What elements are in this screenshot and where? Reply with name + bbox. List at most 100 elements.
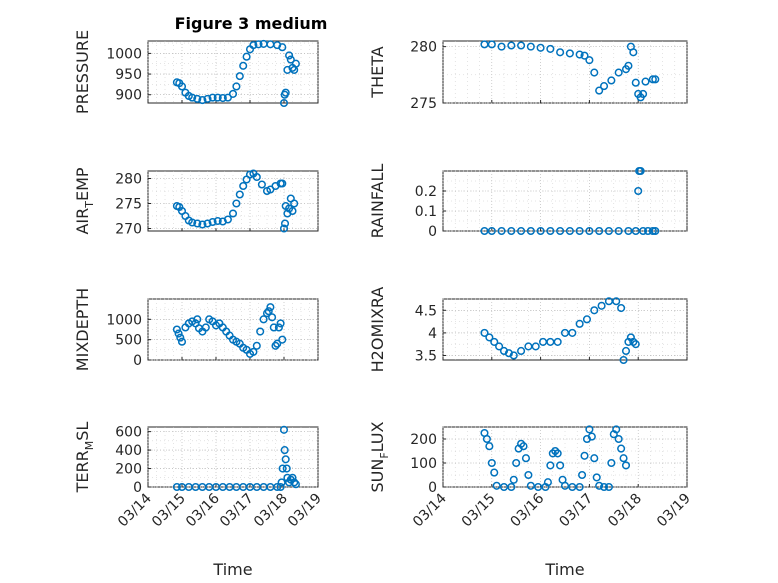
data-point [599, 482, 609, 492]
data-point [490, 337, 499, 346]
data-point [575, 50, 584, 59]
y-axis-label: H2OMIXRA [368, 287, 387, 373]
data-point [288, 206, 297, 216]
panel-5: 0 500 1000 MIXDEPTH [73, 288, 319, 371]
data-point [651, 226, 660, 236]
y-tick-label: 400 [115, 443, 142, 459]
data-point [198, 96, 207, 105]
data-point [580, 51, 589, 60]
data-point [599, 82, 609, 91]
data-point [288, 473, 297, 482]
data-point [262, 309, 272, 318]
data-point [619, 355, 628, 365]
x-tick-label: 03/15 [149, 491, 189, 531]
y-tick-label: 0 [133, 480, 142, 496]
data-point [512, 458, 521, 468]
data-point [228, 209, 238, 218]
data-point [587, 432, 596, 441]
data-point [517, 226, 526, 236]
x-tick-label: 03/16 [183, 490, 223, 530]
x-tick-label: 03/19 [285, 491, 325, 531]
data-point [252, 341, 261, 350]
data-point [507, 482, 516, 492]
data-point [201, 323, 210, 332]
panel-4: 0 0.1 0.2 RAINFALL [368, 164, 688, 240]
y-axis-label: THETA [368, 46, 387, 98]
data-point [597, 301, 606, 310]
data-point [524, 470, 533, 480]
data-point [264, 307, 273, 316]
data-point [614, 68, 623, 77]
data-point [279, 224, 289, 233]
y-tick-label: 200 [115, 462, 142, 478]
y-tick-label: 900 [115, 88, 142, 104]
data-point [639, 226, 648, 236]
x-tick-label: 03/18 [605, 491, 645, 531]
x-axis-label: Time [544, 560, 584, 579]
data-point [548, 449, 557, 458]
panel-1: 900 950 1000 PRESSURE [73, 30, 319, 114]
y-tick-label: 100 [410, 456, 437, 472]
data-point [213, 93, 222, 102]
data-point [614, 226, 623, 236]
figure-title: Figure 3 medium [175, 14, 328, 33]
data-point [254, 40, 263, 49]
data-point [517, 41, 526, 50]
data-point [509, 351, 518, 360]
data-point [291, 59, 300, 68]
data-point [177, 337, 187, 346]
data-point [590, 68, 599, 77]
data-point [612, 297, 621, 306]
data-point [595, 86, 604, 95]
data-point [286, 55, 295, 64]
data-point [556, 48, 565, 57]
data-point [612, 425, 621, 434]
y-tick-label: 0.2 [415, 184, 437, 200]
data-point [228, 89, 238, 98]
data-point [507, 226, 516, 236]
y-tick-label: 500 [115, 333, 142, 349]
y-tick-label: 280 [410, 40, 437, 56]
data-point [556, 461, 565, 470]
data-point [546, 461, 555, 470]
data-point [278, 43, 287, 52]
data-point [619, 454, 628, 463]
data-point [176, 333, 185, 342]
data-point [517, 439, 526, 448]
data-point [290, 478, 299, 487]
data-point [617, 444, 626, 453]
data-point [249, 347, 258, 356]
data-point [256, 327, 265, 336]
data-point [526, 42, 535, 51]
data-point [172, 482, 181, 492]
data-point [648, 226, 657, 236]
data-point [648, 75, 657, 84]
y-axis-label: AIRTEMP [73, 167, 96, 234]
y-axis-label: TERRMSL [73, 422, 96, 494]
y-tick-label: 1000 [106, 46, 142, 62]
data-point [276, 319, 285, 328]
data-point [282, 464, 291, 473]
panel-3: 270 275 280 AIRTEMP [73, 167, 319, 238]
y-tick-label: 275 [410, 96, 437, 112]
data-point [259, 315, 268, 324]
data-point [245, 170, 255, 179]
data-point [280, 446, 289, 455]
data-point [575, 482, 584, 492]
data-point [607, 458, 616, 468]
data-point [193, 315, 202, 324]
data-point [485, 333, 494, 342]
data-point [575, 226, 584, 236]
data-point [617, 303, 626, 313]
data-point [278, 464, 287, 473]
data-point [487, 458, 496, 468]
data-point [273, 482, 282, 492]
data-point [281, 88, 290, 97]
data-point [490, 468, 499, 477]
y-tick-label: 280 [115, 172, 142, 188]
x-tick-label: 03/18 [251, 491, 291, 531]
data-point [218, 217, 227, 226]
data-point [531, 342, 540, 351]
y-tick-label: 0 [428, 480, 437, 496]
